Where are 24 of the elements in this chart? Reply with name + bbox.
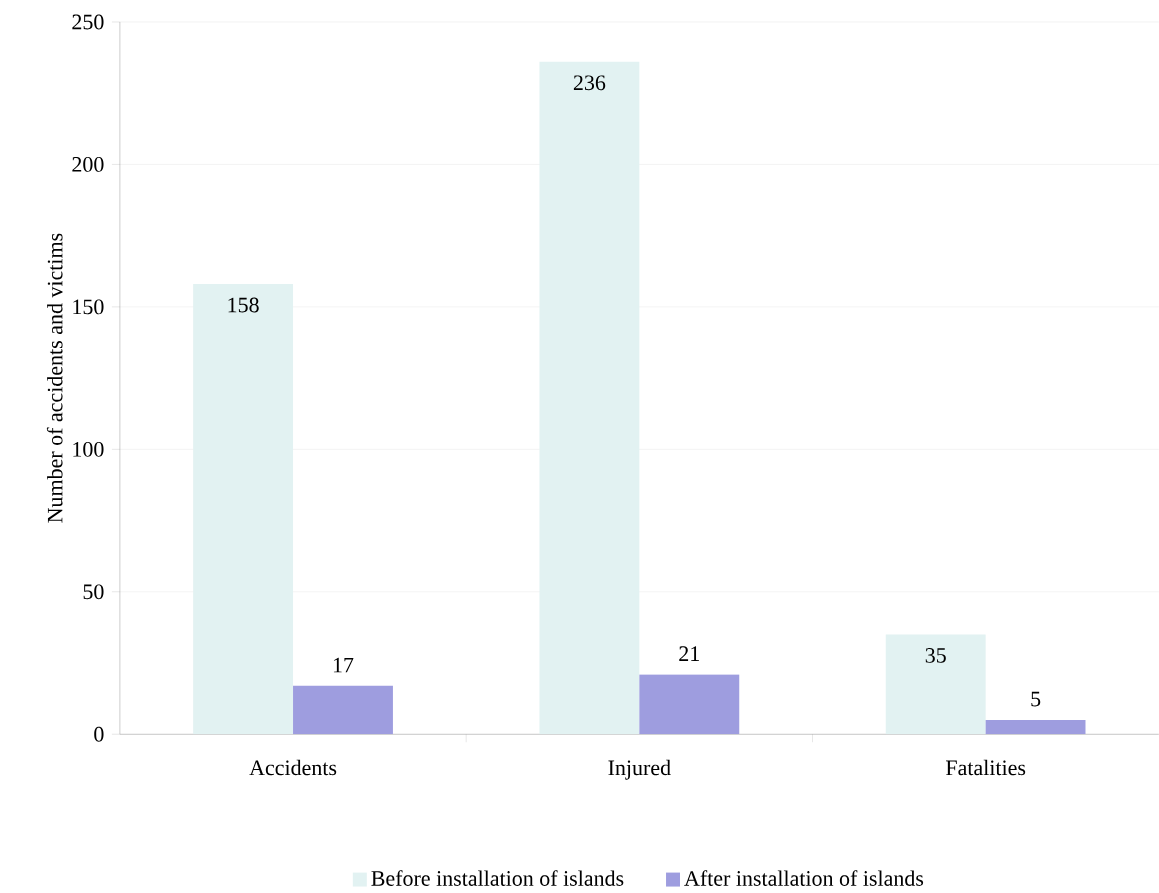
y-tick-label: 0 bbox=[94, 726, 104, 742]
bar bbox=[639, 674, 740, 735]
x-tick-label: Fatalities bbox=[946, 759, 1026, 776]
y-tick-label: 250 bbox=[72, 14, 104, 30]
y-tick-label: 50 bbox=[83, 584, 104, 600]
bar bbox=[985, 720, 1086, 735]
bar bbox=[539, 61, 640, 735]
y-tick-label: 100 bbox=[73, 441, 104, 457]
data-label: 21 bbox=[679, 646, 699, 661]
x-tick-label: Injured bbox=[608, 759, 671, 780]
data-label: 35 bbox=[925, 648, 946, 663]
legend-label: After installation of islands bbox=[684, 870, 924, 886]
data-label: 236 bbox=[573, 75, 606, 91]
bar bbox=[193, 284, 294, 735]
bar bbox=[293, 685, 393, 735]
data-label: 5 bbox=[1031, 691, 1041, 707]
y-tick-label: 200 bbox=[72, 157, 104, 172]
y-tick-label: 150 bbox=[73, 299, 104, 315]
bar bbox=[885, 634, 986, 735]
data-label: 158 bbox=[228, 297, 259, 313]
x-tick-label: Accidents bbox=[249, 759, 337, 776]
y-axis-title: Number of accidents and victims bbox=[46, 233, 63, 523]
data-label: 17 bbox=[333, 657, 354, 673]
legend-label: Before installation of islands bbox=[371, 870, 624, 886]
